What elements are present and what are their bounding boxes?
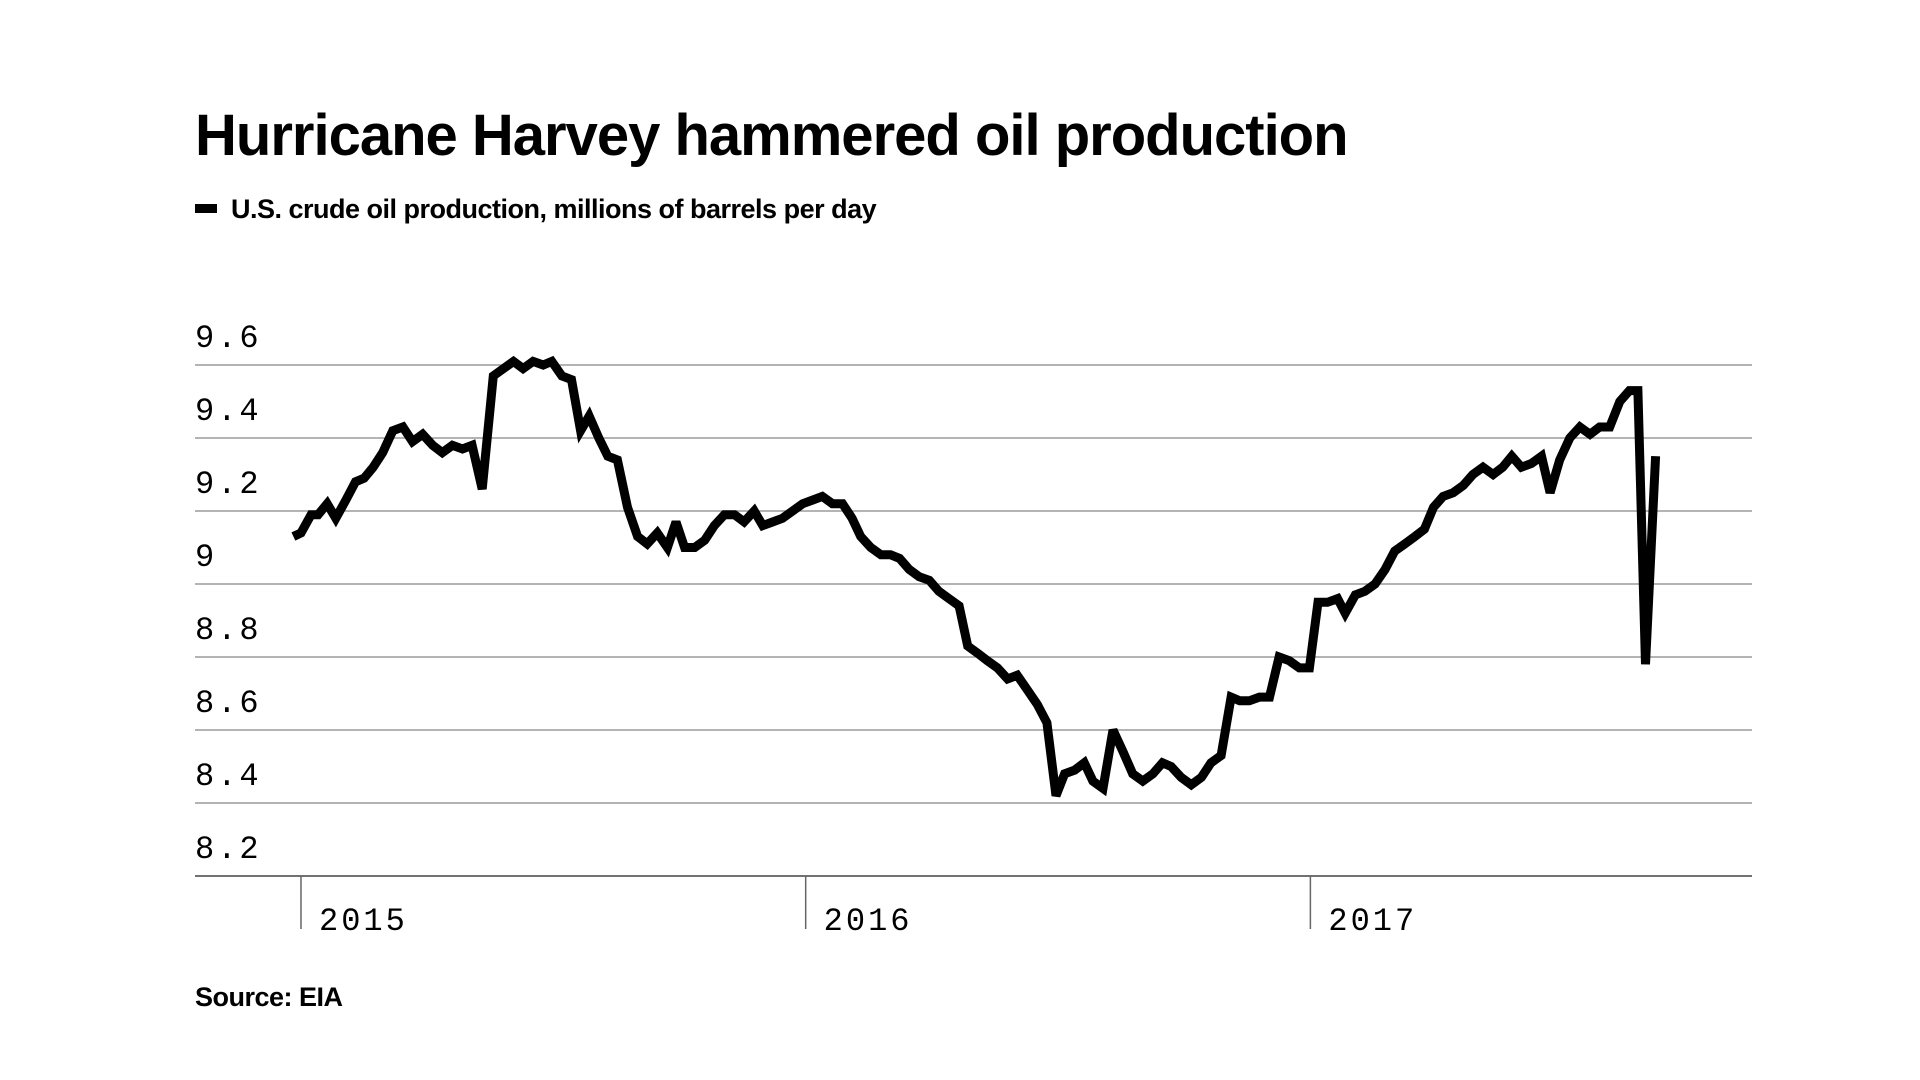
legend-label: U.S. crude oil production, millions of b… bbox=[231, 194, 877, 224]
y-tick-label: 8.4 bbox=[195, 758, 262, 795]
x-tick-label: 2016 bbox=[824, 903, 913, 940]
y-tick-label: 9.2 bbox=[195, 466, 262, 503]
y-tick-label: 9 bbox=[195, 539, 217, 576]
x-tick-label: 2015 bbox=[319, 903, 408, 940]
y-tick-label: 9.4 bbox=[195, 393, 262, 430]
y-tick-label: 8.6 bbox=[195, 685, 262, 722]
data-line bbox=[291, 355, 1661, 798]
x-tick-label: 2017 bbox=[1328, 903, 1417, 940]
y-tick-label: 9.6 bbox=[195, 320, 262, 357]
chart-title: Hurricane Harvey hammered oil production bbox=[195, 103, 1348, 168]
legend-marker bbox=[195, 204, 217, 213]
y-tick-label: 8.2 bbox=[195, 831, 262, 868]
source: Source: EIA bbox=[195, 982, 343, 1012]
y-tick-label: 8.8 bbox=[195, 612, 262, 649]
